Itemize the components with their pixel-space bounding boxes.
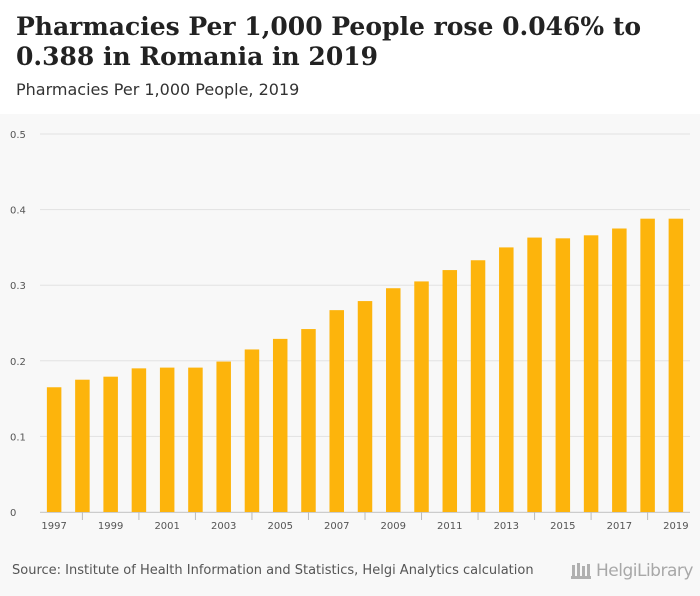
x-tick-label: 2019	[663, 521, 688, 532]
bar	[272, 338, 288, 512]
bar	[555, 238, 571, 512]
bar	[131, 368, 147, 512]
library-icon	[571, 563, 591, 579]
x-tick-label: 2015	[550, 521, 575, 532]
bar	[46, 387, 62, 512]
y-tick-label: 0.4	[10, 206, 26, 217]
x-tick-label: 2007	[324, 521, 349, 532]
bar	[640, 218, 655, 512]
bar	[470, 260, 486, 512]
bar	[216, 361, 231, 512]
y-tick-label: 0	[10, 508, 16, 519]
x-tick-label: 2001	[154, 521, 179, 532]
plot-background	[0, 114, 700, 596]
bar	[75, 379, 90, 512]
bar	[103, 376, 118, 512]
bar	[499, 247, 514, 512]
bar	[329, 310, 344, 512]
bar	[159, 367, 175, 512]
x-tick-label: 2017	[607, 521, 632, 532]
bar	[527, 237, 542, 512]
x-tick-label: 1997	[41, 521, 66, 532]
chart-title: Pharmacies Per 1,000 People rose 0.046% …	[16, 12, 642, 71]
x-tick-label: 2013	[494, 521, 519, 532]
bar	[583, 235, 599, 512]
bar	[612, 228, 627, 512]
bar	[386, 288, 401, 512]
chart-subtitle: Pharmacies Per 1,000 People, 2019	[16, 80, 300, 99]
brand-name: HelgiLibrary	[596, 561, 693, 581]
bar	[301, 329, 316, 512]
y-tick-label: 0.5	[10, 130, 26, 141]
x-tick-label: 2009	[381, 521, 406, 532]
bar	[188, 367, 203, 512]
y-tick-label: 0.2	[10, 357, 26, 368]
y-tick-label: 0.3	[10, 281, 26, 292]
x-tick-label: 2003	[211, 521, 236, 532]
bar	[668, 218, 684, 512]
bar	[357, 301, 373, 512]
x-tick-label: 2005	[267, 521, 292, 532]
bar	[244, 349, 260, 512]
chart-header: Pharmacies Per 1,000 People rose 0.046% …	[0, 0, 700, 114]
x-tick-label: 2011	[437, 521, 462, 532]
y-tick-label: 0.1	[10, 432, 26, 443]
bar	[414, 281, 429, 512]
x-tick-label: 1999	[98, 521, 123, 532]
brand-logo: HelgiLibrary	[570, 560, 693, 582]
source-note: Source: Institute of Health Information …	[12, 563, 534, 578]
bar	[442, 270, 458, 512]
